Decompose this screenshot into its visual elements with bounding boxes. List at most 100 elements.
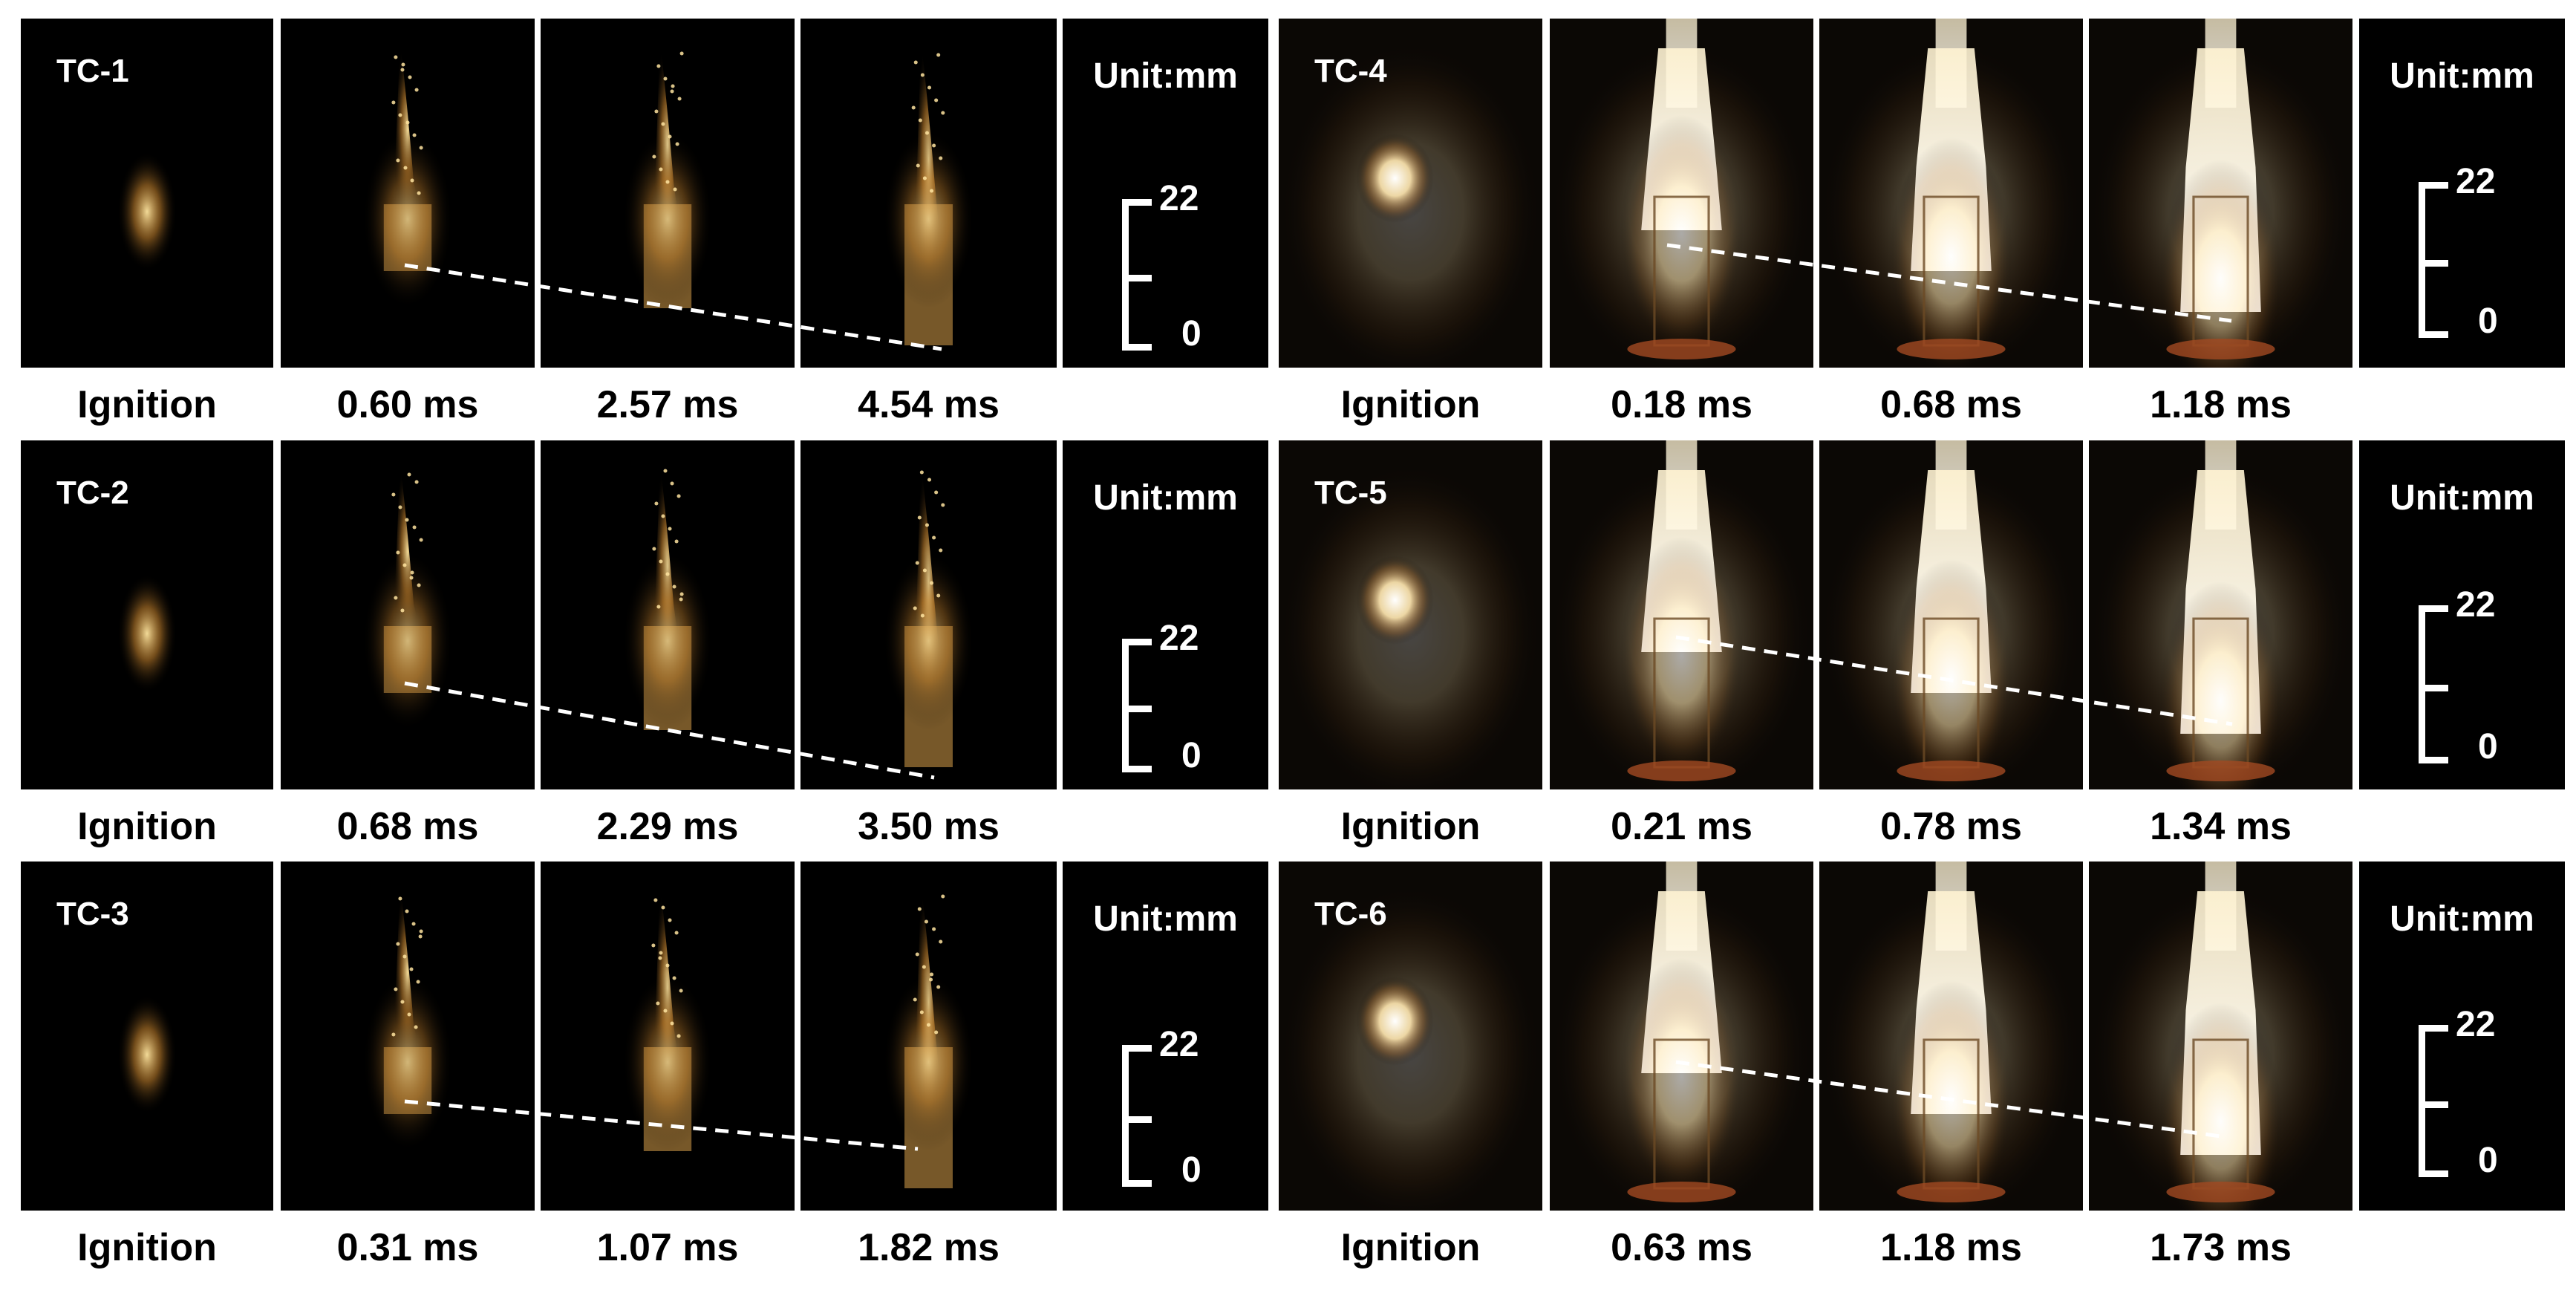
test-case-label: TC-5 [1314, 475, 1387, 511]
scale-max-label: 22 [1159, 1025, 1199, 1064]
scale-bar [1122, 199, 1158, 351]
tc-5-frame-4 [2089, 440, 2352, 789]
frame-time-caption: 1.73 ms [2150, 1226, 2292, 1269]
tc-3-frame-4 [800, 862, 1057, 1211]
tc-4-frame-1: TC-4 [1279, 19, 1542, 368]
tc-2-frame-2 [281, 440, 535, 789]
scale-tick [2419, 1025, 2448, 1032]
tc-2-frame-4 [800, 440, 1057, 789]
tc-2-frame-3 [541, 440, 795, 789]
scale-tick [2419, 182, 2448, 189]
scale-min-label: 0 [1181, 736, 1201, 775]
scale-max-label: 22 [2456, 1005, 2496, 1044]
tc-4-frame-2 [1550, 19, 1813, 368]
scale-bar [1122, 1045, 1158, 1187]
scale-tick [1122, 344, 1152, 351]
scale-tick [1122, 639, 1152, 645]
combustion-image [622, 463, 713, 730]
frame-time-caption: 0.18 ms [1611, 383, 1752, 426]
scale-unit-label: Unit:mm [2390, 899, 2534, 939]
tc-1-frame-1: TC-1 [21, 19, 273, 368]
test-case-label: TC-3 [56, 896, 129, 932]
scale-max-label: 22 [1159, 619, 1199, 658]
tc-1-frame-2 [281, 19, 535, 368]
scale-unit-label: Unit:mm [1093, 56, 1238, 96]
scale-tick [2419, 331, 2448, 338]
scale-tick [1122, 706, 1152, 712]
scale-panel: Unit:mm 22 0 [1063, 19, 1268, 368]
frame-time-caption: 0.68 ms [336, 805, 479, 848]
scale-min-label: 0 [2478, 1141, 2498, 1180]
combustion-image [362, 463, 453, 730]
tc-3-frame-1: TC-3 [21, 862, 273, 1211]
combustion-image [117, 995, 177, 1114]
frame-time-caption: 0.68 ms [1880, 383, 2022, 426]
scale-tick [2419, 684, 2448, 691]
test-case-label: TC-6 [1314, 896, 1387, 932]
frame-time-caption: Ignition [1340, 1226, 1481, 1269]
combustion-image [883, 41, 974, 345]
tc-3-frame-2 [281, 862, 535, 1211]
scale-bar [2419, 605, 2455, 763]
scale-tick [1122, 766, 1152, 772]
scale-bar [2419, 182, 2455, 338]
scale-bar [2419, 1025, 2455, 1177]
combustion-image [2089, 862, 2352, 1211]
frame-time-caption: 3.50 ms [858, 805, 1000, 848]
combustion-image [362, 41, 453, 308]
scale-unit-label: Unit:mm [2390, 478, 2534, 518]
frame-time-caption: Ignition [1340, 383, 1481, 426]
combustion-image [362, 884, 453, 1151]
frame-time-caption: 0.63 ms [1611, 1226, 1752, 1269]
tc-6-frame-1: TC-6 [1279, 862, 1542, 1211]
scale-unit-label: Unit:mm [1093, 899, 1238, 939]
scale-tick [1122, 199, 1152, 206]
combustion-image [883, 463, 974, 767]
scale-tick [1122, 275, 1152, 281]
scale-unit-label: Unit:mm [1093, 478, 1238, 518]
tc-4-frame-3 [1819, 19, 2083, 368]
tc-5-frame-2 [1550, 440, 1813, 789]
frame-time-caption: 1.18 ms [2150, 383, 2292, 426]
scale-min-label: 0 [1181, 314, 1201, 354]
tc-2-frame-1: TC-2 [21, 440, 273, 789]
tc-6-frame-2 [1550, 862, 1813, 1211]
combustion-image [1550, 19, 1813, 368]
frame-time-caption: 2.29 ms [596, 805, 739, 848]
frame-time-caption: Ignition [1340, 805, 1481, 848]
frame-time-caption: 1.82 ms [858, 1226, 1000, 1269]
scale-min-label: 0 [2478, 727, 2498, 766]
tc-1-frame-3 [541, 19, 795, 368]
scale-unit-label: Unit:mm [2390, 56, 2534, 96]
combustion-image [622, 41, 713, 308]
combustion-image [117, 152, 177, 271]
scale-tick [1122, 1116, 1152, 1123]
scale-panel: Unit:mm 22 0 [2359, 862, 2565, 1211]
frame-time-caption: 2.57 ms [596, 383, 739, 426]
scale-tick [2419, 1101, 2448, 1108]
test-case-label: TC-2 [56, 475, 129, 511]
tc-4-frame-4 [2089, 19, 2352, 368]
combustion-image [1819, 440, 2083, 789]
scale-panel: Unit:mm 22 0 [2359, 440, 2565, 789]
combustion-image [1279, 862, 1542, 1211]
combustion-image [1279, 19, 1542, 368]
frame-time-caption: 0.78 ms [1880, 805, 2022, 848]
scale-max-label: 22 [2456, 585, 2496, 625]
combustion-image [117, 574, 177, 693]
scale-tick [2419, 757, 2448, 763]
tc-5-frame-1: TC-5 [1279, 440, 1542, 789]
tc-5-frame-3 [1819, 440, 2083, 789]
combustion-image [1819, 862, 2083, 1211]
scale-tick [2419, 1170, 2448, 1177]
combustion-image [2089, 440, 2352, 789]
test-case-label: TC-4 [1314, 53, 1387, 89]
tc-6-frame-4 [2089, 862, 2352, 1211]
scale-tick [1122, 1180, 1152, 1187]
frame-time-caption: 1.07 ms [596, 1226, 739, 1269]
combustion-image [1550, 440, 1813, 789]
combustion-image [883, 884, 974, 1188]
scale-tick [2419, 605, 2448, 612]
scale-tick [2419, 260, 2448, 267]
